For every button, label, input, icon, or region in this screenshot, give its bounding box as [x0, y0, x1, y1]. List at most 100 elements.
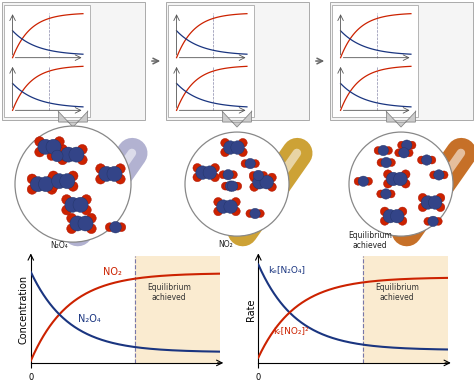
FancyBboxPatch shape [168, 5, 254, 117]
Circle shape [224, 141, 237, 154]
Circle shape [377, 190, 385, 198]
Circle shape [60, 173, 75, 189]
Circle shape [99, 166, 114, 181]
Circle shape [62, 205, 72, 215]
Circle shape [203, 166, 217, 180]
Circle shape [77, 155, 87, 165]
Circle shape [47, 152, 56, 160]
FancyBboxPatch shape [166, 2, 309, 120]
Circle shape [68, 181, 78, 191]
Circle shape [96, 174, 106, 184]
Circle shape [436, 203, 445, 212]
Circle shape [408, 141, 416, 149]
Circle shape [383, 209, 397, 223]
Circle shape [115, 164, 125, 173]
Circle shape [223, 170, 233, 180]
Circle shape [231, 141, 245, 154]
Circle shape [217, 200, 230, 214]
Circle shape [225, 181, 236, 191]
Circle shape [418, 193, 427, 202]
Circle shape [245, 159, 255, 169]
Circle shape [246, 210, 254, 217]
Circle shape [418, 203, 427, 212]
Circle shape [47, 174, 57, 184]
Circle shape [398, 207, 407, 216]
Circle shape [223, 182, 231, 190]
Polygon shape [222, 111, 252, 127]
Circle shape [82, 195, 91, 204]
Text: NO₂: NO₂ [103, 267, 122, 277]
Circle shape [260, 172, 267, 180]
Circle shape [86, 213, 96, 223]
Circle shape [55, 137, 64, 147]
Circle shape [96, 164, 106, 173]
Text: kₑ[N₂O₄]: kₑ[N₂O₄] [268, 265, 305, 274]
Circle shape [73, 197, 88, 212]
Circle shape [61, 147, 76, 162]
Circle shape [228, 181, 238, 191]
Circle shape [395, 149, 403, 157]
Circle shape [430, 171, 438, 179]
Circle shape [38, 176, 54, 192]
Circle shape [38, 139, 53, 154]
Circle shape [354, 177, 362, 185]
Circle shape [67, 224, 76, 234]
Circle shape [35, 147, 45, 157]
Circle shape [250, 208, 260, 219]
Circle shape [358, 176, 368, 186]
Circle shape [383, 170, 392, 179]
Circle shape [115, 174, 125, 184]
Text: N₂O₄: N₂O₄ [50, 241, 68, 250]
Circle shape [86, 224, 96, 234]
Circle shape [267, 173, 276, 182]
Circle shape [117, 223, 126, 231]
Circle shape [231, 197, 240, 206]
Circle shape [421, 196, 435, 209]
Circle shape [35, 137, 45, 147]
Y-axis label: Concentration: Concentration [18, 275, 28, 344]
Text: Equilibrium
achieved: Equilibrium achieved [348, 231, 392, 250]
Text: kᵣ[NO₂]²: kᵣ[NO₂]² [273, 326, 309, 335]
Circle shape [440, 171, 448, 179]
Circle shape [46, 139, 61, 154]
Circle shape [110, 222, 121, 233]
Circle shape [401, 140, 412, 151]
Circle shape [52, 173, 67, 189]
Circle shape [381, 157, 392, 168]
Circle shape [398, 141, 406, 149]
Circle shape [214, 197, 223, 206]
Circle shape [394, 172, 407, 186]
Circle shape [219, 171, 227, 179]
Circle shape [224, 200, 237, 214]
Circle shape [380, 217, 389, 225]
Circle shape [30, 176, 46, 192]
Circle shape [107, 166, 122, 181]
Circle shape [256, 210, 264, 217]
Circle shape [48, 181, 58, 191]
Circle shape [253, 170, 264, 181]
Text: Equilibrium
achieved: Equilibrium achieved [147, 283, 191, 302]
Circle shape [241, 160, 249, 168]
Polygon shape [386, 111, 416, 127]
Circle shape [250, 183, 259, 191]
Circle shape [221, 148, 229, 157]
Circle shape [377, 159, 385, 167]
FancyBboxPatch shape [2, 2, 145, 120]
Circle shape [349, 132, 453, 236]
Circle shape [47, 185, 57, 194]
Circle shape [210, 163, 219, 172]
Circle shape [405, 149, 413, 157]
Circle shape [15, 126, 131, 242]
Circle shape [374, 147, 382, 154]
FancyBboxPatch shape [4, 5, 90, 117]
Text: Equilibrium
achieved: Equilibrium achieved [375, 283, 419, 302]
Bar [363, 256, 448, 363]
Circle shape [55, 147, 64, 157]
Circle shape [78, 216, 93, 231]
Circle shape [58, 144, 67, 154]
Circle shape [77, 144, 87, 154]
Circle shape [434, 217, 442, 225]
FancyBboxPatch shape [330, 2, 473, 120]
Circle shape [67, 213, 76, 223]
Circle shape [62, 195, 72, 204]
